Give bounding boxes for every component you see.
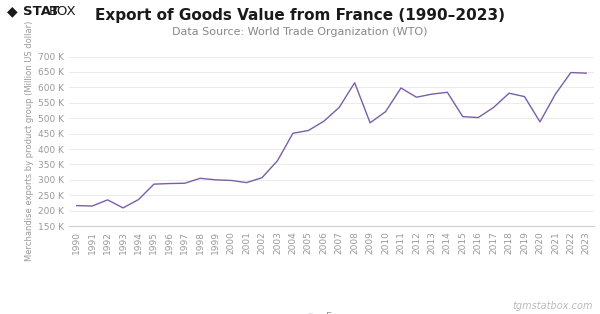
Text: ◆: ◆: [7, 5, 18, 19]
Text: BOX: BOX: [49, 5, 77, 18]
Text: STAT: STAT: [23, 5, 59, 18]
Text: Export of Goods Value from France (1990–2023): Export of Goods Value from France (1990–…: [95, 8, 505, 23]
Text: Data Source: World Trade Organization (WTO): Data Source: World Trade Organization (W…: [172, 27, 428, 37]
Y-axis label: Merchandise exports by product group (Million US dollar): Merchandise exports by product group (Mi…: [25, 21, 34, 262]
Legend: France: France: [298, 308, 365, 314]
Text: tgmstatbox.com: tgmstatbox.com: [512, 301, 593, 311]
